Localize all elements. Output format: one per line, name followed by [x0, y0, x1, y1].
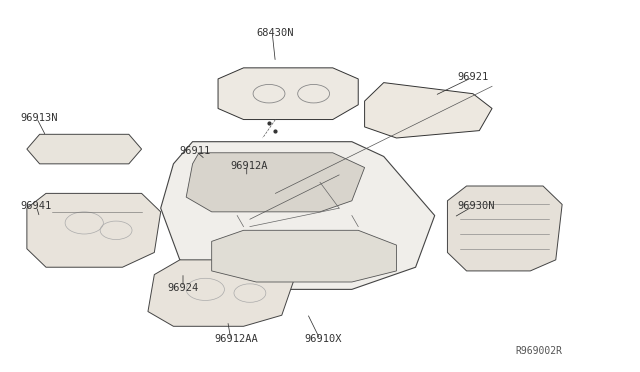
Text: 96912AA: 96912AA	[215, 334, 259, 344]
Text: 96924: 96924	[167, 283, 198, 292]
Text: 68430N: 68430N	[256, 28, 294, 38]
Text: 96911: 96911	[180, 146, 211, 156]
Polygon shape	[218, 68, 358, 119]
Text: 96921: 96921	[457, 72, 488, 82]
Text: 96930N: 96930N	[457, 201, 495, 211]
Text: 96913N: 96913N	[20, 113, 58, 123]
Polygon shape	[27, 193, 161, 267]
Text: 96910X: 96910X	[304, 334, 342, 344]
Text: 96941: 96941	[20, 201, 52, 211]
Polygon shape	[27, 134, 141, 164]
Text: R969002R: R969002R	[515, 346, 562, 356]
Polygon shape	[212, 230, 396, 282]
Polygon shape	[447, 186, 562, 271]
Polygon shape	[365, 83, 492, 138]
Text: 96912A: 96912A	[231, 161, 268, 171]
Polygon shape	[148, 260, 294, 326]
Polygon shape	[161, 142, 435, 289]
Polygon shape	[186, 153, 365, 212]
